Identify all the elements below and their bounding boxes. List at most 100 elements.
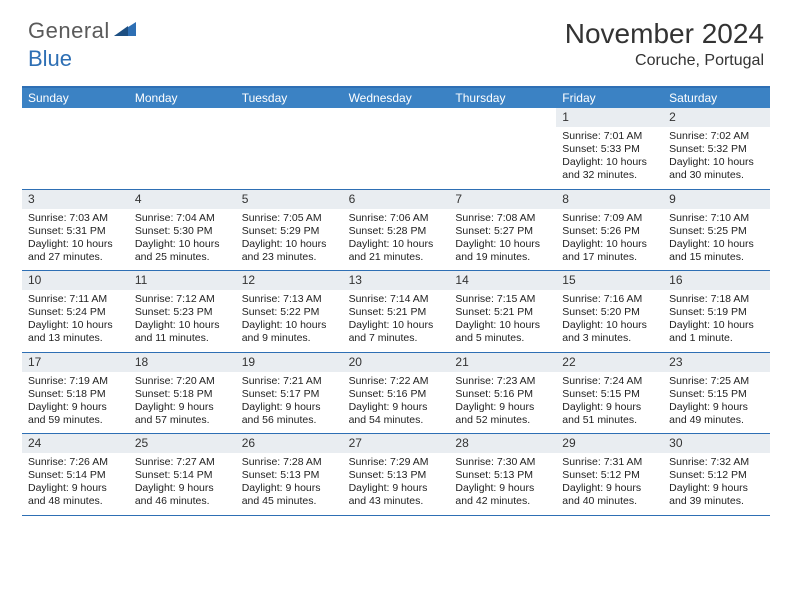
daylight-text: Daylight: 9 hours and 59 minutes. <box>28 401 123 427</box>
calendar-day-cell: 19Sunrise: 7:21 AMSunset: 5:17 PMDayligh… <box>236 353 343 434</box>
sunset-text: Sunset: 5:32 PM <box>669 143 764 156</box>
sunrise-text: Sunrise: 7:32 AM <box>669 456 764 469</box>
daylight-text: Daylight: 10 hours and 21 minutes. <box>349 238 444 264</box>
calendar-empty-cell <box>129 108 236 189</box>
daylight-text: Daylight: 9 hours and 57 minutes. <box>135 401 230 427</box>
dayofweek-header: Monday <box>129 88 236 108</box>
daylight-text: Daylight: 10 hours and 30 minutes. <box>669 156 764 182</box>
calendar-day-cell: 26 Sunrise: 7:28 AMSunset: 5:13 PMDayligh… <box>236 434 343 515</box>
daylight-text: Daylight: 10 hours and 32 minutes. <box>562 156 657 182</box>
day-number: 13 <box>343 271 450 290</box>
sunrise-text: Sunrise: 7:01 AM <box>562 130 657 143</box>
calendar-day-cell: 8Sunrise: 7:09 AMSunset: 5:26 PMDaylight… <box>556 190 663 271</box>
day-number: 3 <box>22 190 129 209</box>
sunset-text: Sunset: 5:13 PM <box>242 469 337 482</box>
day-number: 15 <box>556 271 663 290</box>
sunset-text: Sunset: 5:16 PM <box>455 388 550 401</box>
calendar-day-cell: 30Sunrise: 7:32 AMSunset: 5:12 PMDayligh… <box>663 434 770 515</box>
sunrise-text: Sunrise: 7:11 AM <box>28 293 123 306</box>
calendar-week-row: 1Sunrise: 7:01 AMSunset: 5:33 PMDaylight… <box>22 108 770 190</box>
sunrise-text: Sunrise: 7:26 AM <box>28 456 123 469</box>
sunrise-text: Sunrise: 7:04 AM <box>135 212 230 225</box>
day-number: 14 <box>449 271 556 290</box>
calendar-empty-cell <box>22 108 129 189</box>
day-number: 20 <box>343 353 450 372</box>
daylight-text: Daylight: 10 hours and 5 minutes. <box>455 319 550 345</box>
calendar-day-cell: 2Sunrise: 7:02 AMSunset: 5:32 PMDaylight… <box>663 108 770 189</box>
daylight-text: Daylight: 10 hours and 27 minutes. <box>28 238 123 264</box>
sunset-text: Sunset: 5:13 PM <box>455 469 550 482</box>
day-number: 1 <box>556 108 663 127</box>
sunrise-text: Sunrise: 7:03 AM <box>28 212 123 225</box>
calendar-day-cell: 6Sunrise: 7:06 AMSunset: 5:28 PMDaylight… <box>343 190 450 271</box>
sunrise-text: Sunrise: 7:08 AM <box>455 212 550 225</box>
sunrise-text: Sunrise: 7:27 AM <box>135 456 230 469</box>
dayofweek-header: Saturday <box>663 88 770 108</box>
calendar-empty-cell <box>449 108 556 189</box>
calendar-day-cell: 18Sunrise: 7:20 AMSunset: 5:18 PMDayligh… <box>129 353 236 434</box>
title-block: November 2024 Coruche, Portugal <box>565 18 764 70</box>
day-number: 17 <box>22 353 129 372</box>
daylight-text: Daylight: 9 hours and 51 minutes. <box>562 401 657 427</box>
calendar: SundayMondayTuesdayWednesdayThursdayFrid… <box>22 86 770 516</box>
dayofweek-header: Thursday <box>449 88 556 108</box>
daylight-text: Daylight: 10 hours and 1 minute. <box>669 319 764 345</box>
daylight-text: Daylight: 10 hours and 9 minutes. <box>242 319 337 345</box>
day-number: 25 <box>129 434 236 453</box>
calendar-day-cell: 1Sunrise: 7:01 AMSunset: 5:33 PMDaylight… <box>556 108 663 189</box>
day-number: 23 <box>663 353 770 372</box>
day-number: 26 <box>236 434 343 453</box>
calendar-day-cell: 22Sunrise: 7:24 AMSunset: 5:15 PMDayligh… <box>556 353 663 434</box>
sunrise-text: Sunrise: 7:23 AM <box>455 375 550 388</box>
sunrise-text: Sunrise: 7:31 AM <box>562 456 657 469</box>
sunset-text: Sunset: 5:17 PM <box>242 388 337 401</box>
page-title: November 2024 <box>565 18 764 50</box>
calendar-day-cell: 23Sunrise: 7:25 AMSunset: 5:15 PMDayligh… <box>663 353 770 434</box>
day-number: 6 <box>343 190 450 209</box>
sunset-text: Sunset: 5:15 PM <box>562 388 657 401</box>
dayofweek-header: Wednesday <box>343 88 450 108</box>
daylight-text: Daylight: 10 hours and 15 minutes. <box>669 238 764 264</box>
sunrise-text: Sunrise: 7:15 AM <box>455 293 550 306</box>
sunrise-text: Sunrise: 7:16 AM <box>562 293 657 306</box>
sunset-text: Sunset: 5:25 PM <box>669 225 764 238</box>
day-number: 16 <box>663 271 770 290</box>
dayofweek-header-row: SundayMondayTuesdayWednesdayThursdayFrid… <box>22 88 770 108</box>
day-number: 10 <box>22 271 129 290</box>
day-number: 22 <box>556 353 663 372</box>
sunset-text: Sunset: 5:14 PM <box>135 469 230 482</box>
sunrise-text: Sunrise: 7:06 AM <box>349 212 444 225</box>
daylight-text: Daylight: 9 hours and 43 minutes. <box>349 482 444 508</box>
sunrise-text: Sunrise: 7:28 AM <box>242 456 337 469</box>
sunrise-text: Sunrise: 7:18 AM <box>669 293 764 306</box>
calendar-day-cell: 24Sunrise: 7:26 AMSunset: 5:14 PMDayligh… <box>22 434 129 515</box>
sunset-text: Sunset: 5:24 PM <box>28 306 123 319</box>
daylight-text: Daylight: 9 hours and 45 minutes. <box>242 482 337 508</box>
brand-triangle-icon <box>114 21 136 42</box>
sunset-text: Sunset: 5:12 PM <box>562 469 657 482</box>
day-number: 30 <box>663 434 770 453</box>
daylight-text: Daylight: 9 hours and 56 minutes. <box>242 401 337 427</box>
day-number: 9 <box>663 190 770 209</box>
sunset-text: Sunset: 5:22 PM <box>242 306 337 319</box>
day-number: 11 <box>129 271 236 290</box>
brand-blue-text: Blue <box>28 46 72 71</box>
brand-grey-text: General <box>28 18 110 44</box>
sunset-text: Sunset: 5:13 PM <box>349 469 444 482</box>
calendar-day-cell: 15Sunrise: 7:16 AMSunset: 5:20 PMDayligh… <box>556 271 663 352</box>
calendar-day-cell: 4Sunrise: 7:04 AMSunset: 5:30 PMDaylight… <box>129 190 236 271</box>
day-number: 12 <box>236 271 343 290</box>
sunset-text: Sunset: 5:15 PM <box>669 388 764 401</box>
sunset-text: Sunset: 5:31 PM <box>28 225 123 238</box>
calendar-day-cell: 29Sunrise: 7:31 AMSunset: 5:12 PMDayligh… <box>556 434 663 515</box>
sunrise-text: Sunrise: 7:30 AM <box>455 456 550 469</box>
calendar-day-cell: 12Sunrise: 7:13 AMSunset: 5:22 PMDayligh… <box>236 271 343 352</box>
sunrise-text: Sunrise: 7:12 AM <box>135 293 230 306</box>
calendar-day-cell: 11Sunrise: 7:12 AMSunset: 5:23 PMDayligh… <box>129 271 236 352</box>
sunrise-text: Sunrise: 7:10 AM <box>669 212 764 225</box>
sunset-text: Sunset: 5:18 PM <box>135 388 230 401</box>
calendar-week-row: 24Sunrise: 7:26 AMSunset: 5:14 PMDayligh… <box>22 434 770 516</box>
sunset-text: Sunset: 5:21 PM <box>455 306 550 319</box>
sunrise-text: Sunrise: 7:20 AM <box>135 375 230 388</box>
day-number: 2 <box>663 108 770 127</box>
